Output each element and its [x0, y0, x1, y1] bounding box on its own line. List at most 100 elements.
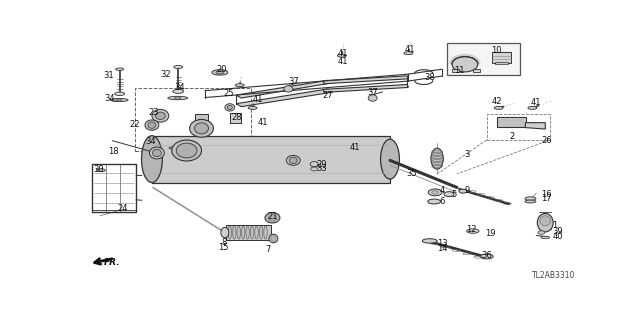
Ellipse shape: [255, 226, 259, 239]
Bar: [230, 113, 241, 123]
Ellipse shape: [195, 123, 209, 134]
Text: 7: 7: [266, 245, 271, 254]
Ellipse shape: [381, 139, 399, 179]
Text: 41: 41: [350, 143, 360, 152]
Ellipse shape: [175, 97, 180, 99]
Ellipse shape: [236, 84, 244, 87]
Bar: [492, 52, 511, 63]
Ellipse shape: [525, 197, 536, 200]
Text: 41: 41: [404, 45, 415, 54]
Ellipse shape: [116, 68, 124, 70]
Ellipse shape: [145, 120, 159, 130]
Text: 25: 25: [223, 89, 234, 98]
Text: 10: 10: [492, 46, 502, 55]
Text: 37: 37: [288, 77, 299, 86]
Ellipse shape: [310, 167, 317, 171]
Text: 32: 32: [160, 70, 171, 79]
Text: 34: 34: [104, 93, 115, 102]
Ellipse shape: [115, 92, 125, 96]
Ellipse shape: [431, 148, 444, 169]
Ellipse shape: [237, 226, 241, 239]
Ellipse shape: [337, 54, 346, 57]
Text: TL2AB3310: TL2AB3310: [532, 271, 575, 280]
Text: 30: 30: [93, 165, 104, 174]
Ellipse shape: [250, 226, 254, 239]
Ellipse shape: [116, 99, 122, 101]
Ellipse shape: [494, 107, 503, 109]
Text: 22: 22: [129, 120, 140, 129]
Ellipse shape: [538, 213, 553, 232]
Ellipse shape: [173, 66, 182, 68]
Ellipse shape: [227, 105, 232, 110]
Text: 34: 34: [174, 83, 184, 92]
Text: 24: 24: [117, 204, 127, 213]
Text: 12: 12: [467, 225, 477, 234]
Bar: [447, 43, 520, 75]
Ellipse shape: [541, 236, 550, 239]
Text: 34: 34: [145, 137, 156, 146]
Text: 41: 41: [252, 95, 263, 105]
Ellipse shape: [189, 119, 213, 137]
Bar: [486, 114, 550, 140]
Ellipse shape: [259, 226, 263, 239]
Ellipse shape: [480, 254, 493, 259]
Text: 36: 36: [481, 251, 492, 260]
Text: 1: 1: [552, 221, 558, 230]
Text: 14: 14: [437, 244, 447, 253]
Ellipse shape: [228, 226, 232, 239]
Bar: [134, 88, 251, 150]
Text: 20: 20: [216, 65, 227, 74]
Text: 2: 2: [510, 132, 515, 141]
Ellipse shape: [286, 156, 300, 165]
Text: 38: 38: [424, 73, 435, 82]
Text: 39: 39: [552, 227, 563, 236]
Ellipse shape: [310, 162, 318, 166]
Polygon shape: [497, 117, 527, 127]
Ellipse shape: [216, 71, 224, 74]
Text: 41: 41: [531, 98, 541, 107]
Ellipse shape: [368, 95, 377, 101]
Text: 41: 41: [338, 57, 348, 66]
Text: 40: 40: [552, 231, 563, 241]
Ellipse shape: [110, 98, 128, 102]
Bar: [452, 69, 460, 72]
Ellipse shape: [148, 122, 156, 128]
Ellipse shape: [264, 226, 268, 239]
Polygon shape: [323, 76, 408, 84]
Ellipse shape: [156, 112, 165, 119]
Text: 9: 9: [464, 186, 470, 195]
Bar: [474, 69, 480, 72]
Ellipse shape: [176, 143, 197, 158]
Bar: [227, 225, 271, 240]
Text: 18: 18: [108, 147, 119, 156]
Ellipse shape: [168, 96, 188, 100]
Text: 42: 42: [492, 97, 502, 106]
Polygon shape: [525, 123, 545, 129]
Text: 16: 16: [541, 190, 552, 199]
Ellipse shape: [221, 228, 229, 238]
Text: 19: 19: [485, 228, 496, 237]
Ellipse shape: [225, 104, 235, 111]
Polygon shape: [236, 89, 333, 107]
Ellipse shape: [169, 147, 186, 149]
Ellipse shape: [289, 157, 297, 164]
Ellipse shape: [428, 189, 442, 196]
Ellipse shape: [268, 215, 277, 221]
Ellipse shape: [246, 226, 250, 239]
Ellipse shape: [540, 216, 550, 226]
Ellipse shape: [538, 231, 545, 234]
Ellipse shape: [150, 147, 164, 159]
Ellipse shape: [428, 199, 440, 204]
Ellipse shape: [467, 229, 479, 233]
Text: 11: 11: [454, 66, 465, 75]
Ellipse shape: [422, 239, 437, 243]
Text: 31: 31: [103, 71, 113, 80]
Ellipse shape: [141, 136, 163, 182]
Bar: [195, 114, 208, 128]
Ellipse shape: [528, 107, 537, 109]
Text: 33: 33: [317, 164, 328, 173]
Text: 21: 21: [267, 212, 278, 221]
Ellipse shape: [172, 140, 202, 161]
Ellipse shape: [431, 191, 438, 194]
Text: 27: 27: [323, 91, 333, 100]
